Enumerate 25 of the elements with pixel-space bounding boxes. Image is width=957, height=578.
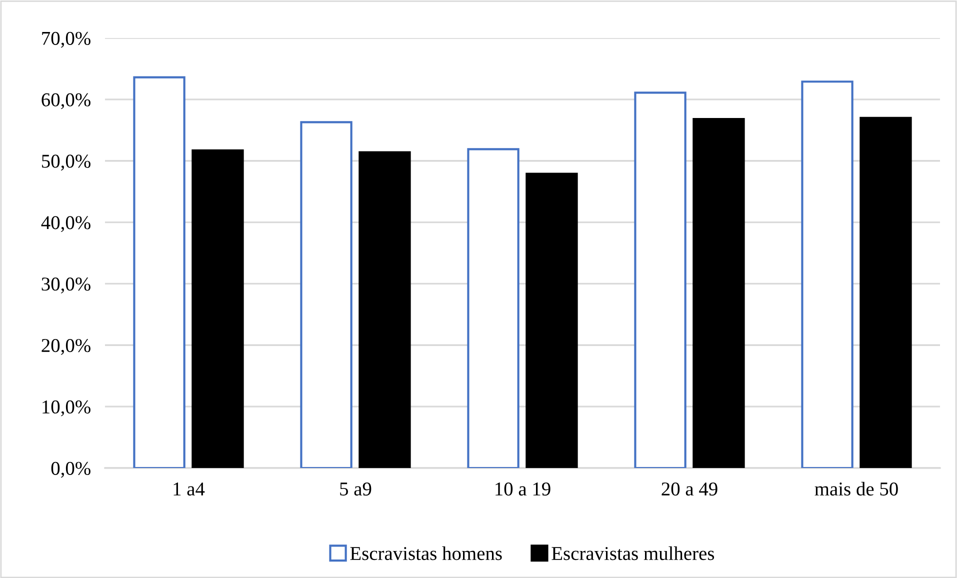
x-tick-label: mais de 50: [814, 482, 898, 496]
bar: [300, 121, 352, 468]
bar: [860, 116, 912, 468]
bar: [358, 151, 411, 468]
legend-label: Escravistas mulheres: [552, 546, 714, 560]
bar: [192, 149, 244, 468]
x-tick-label: 10 a 19: [496, 482, 550, 496]
y-tick-label: 10,0%: [42, 400, 90, 416]
bar: [467, 148, 520, 468]
y-tick-label: 50,0%: [42, 154, 90, 171]
bar: [526, 172, 578, 468]
y-tick-label: 60,0%: [42, 93, 90, 110]
x-tick-label: 1 a4: [174, 482, 205, 496]
bar: [692, 118, 745, 468]
bar: [133, 76, 186, 468]
y-tick-label: 70,0%: [42, 32, 90, 48]
x-tick-label: 5 a9: [340, 482, 372, 496]
legend-label: Escravistas homens: [350, 546, 502, 560]
y-tick-label: 0,0%: [51, 462, 90, 478]
bar: [634, 92, 686, 468]
bar: [801, 80, 854, 468]
y-tick-label: 30,0%: [42, 278, 90, 294]
y-tick-label: 20,0%: [42, 338, 90, 355]
y-tick-label: 40,0%: [41, 216, 90, 232]
x-tick-label: 20 a 49: [662, 482, 718, 496]
